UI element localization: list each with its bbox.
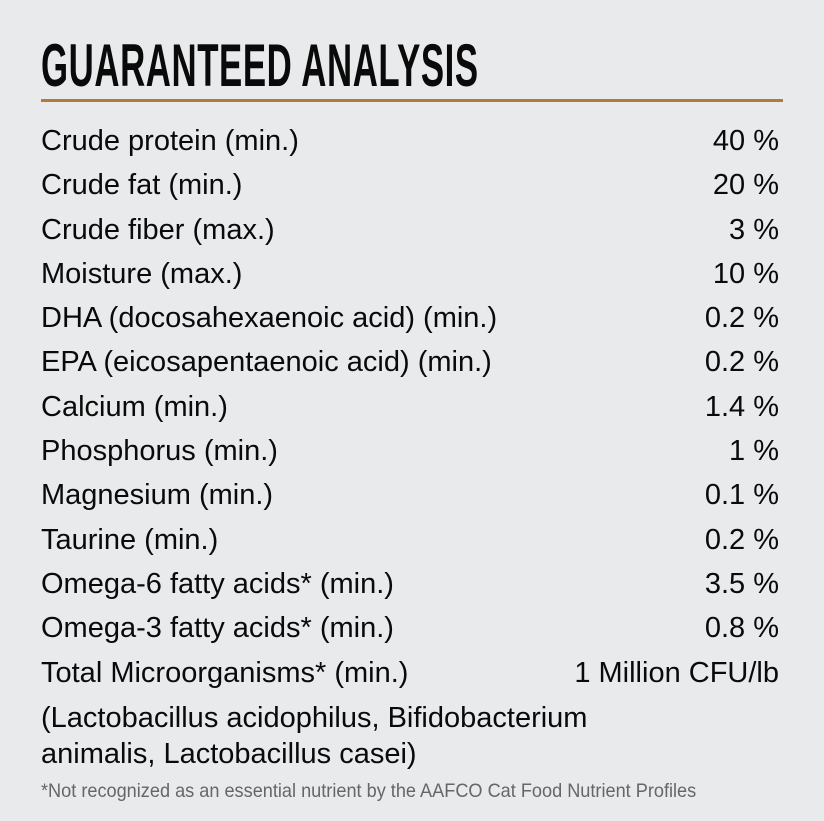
nutrient-label: Phosphorus (min.) <box>41 435 278 468</box>
nutrient-value: 3 % <box>729 213 779 246</box>
table-row: Taurine (min.) 0.2 % <box>41 518 779 562</box>
table-row: Moisture (max.) 10 % <box>41 252 779 296</box>
strains-line: animalis, Lactobacillus casei) <box>41 738 417 770</box>
nutrient-value: 1.4 % <box>704 390 779 423</box>
nutrient-value: 40 % <box>712 125 779 157</box>
nutrient-value: 20 % <box>712 169 779 202</box>
nutrient-label: Calcium (min.) <box>41 390 228 423</box>
nutrient-label: DHA (docosahexaenoic acid) (min.) <box>41 302 498 335</box>
analysis-table: Crude protein (min.) 40 % Crude fat (min.… <box>41 119 779 695</box>
nutrient-label: Omega-6 fatty acids* (min.) <box>41 567 394 600</box>
title-divider <box>41 99 783 102</box>
nutrient-label: Taurine (min.) <box>41 523 219 556</box>
nutrient-value: 0.2 % <box>704 346 779 379</box>
nutrient-value: 0.2 % <box>704 302 779 335</box>
page-title: GUARANTEED ANALYSIS <box>41 32 479 99</box>
nutrient-label: Magnesium (min.) <box>41 479 274 512</box>
nutrient-label: EPA (eicosapentaenoic acid) (min.) <box>41 346 492 379</box>
footnote: *Not recognized as an essential nutrient… <box>41 780 697 802</box>
nutrient-label: Crude fiber (max.) <box>41 213 275 246</box>
table-row: Omega-6 fatty acids* (min.) 3.5 % <box>41 562 779 606</box>
table-row: EPA (eicosapentaenoic acid) (min.) 0.2 % <box>41 340 779 384</box>
table-row: Crude fat (min.) 20 % <box>41 163 779 207</box>
nutrient-value: 0.2 % <box>704 523 779 556</box>
nutrient-label: Crude fat (min.) <box>41 169 243 202</box>
nutrient-label: Crude protein (min.) <box>41 125 299 157</box>
nutrient-value: 10 % <box>712 257 779 290</box>
nutrient-label: Total Microorganisms* (min.) <box>41 656 409 689</box>
table-row: Crude fiber (max.) 3 % <box>41 208 779 252</box>
nutrient-value: 0.1 % <box>704 479 779 512</box>
table-row: DHA (docosahexaenoic acid) (min.) 0.2 % <box>41 296 779 340</box>
nutrient-value: 3.5 % <box>704 567 779 600</box>
table-row: Omega-3 fatty acids* (min.) 0.8 % <box>41 606 779 650</box>
nutrient-value: 0.8 % <box>704 612 779 645</box>
table-row: Total Microorganisms* (min.) 1 Million CF… <box>41 651 779 695</box>
strains-note: (Lactobacillus acidophilus, Bifidobacter… <box>41 700 587 772</box>
table-row: Crude protein (min.) 40 % <box>41 119 779 163</box>
nutrient-value: 1 Million CFU/lb <box>574 656 779 689</box>
nutrient-label: Moisture (max.) <box>41 257 243 290</box>
table-row: Phosphorus (min.) 1 % <box>41 429 779 473</box>
nutrient-value: 1 % <box>729 435 779 468</box>
table-row: Magnesium (min.) 0.1 % <box>41 473 779 517</box>
table-row: Calcium (min.) 1.4 % <box>41 385 779 429</box>
strains-line: (Lactobacillus acidophilus, Bifidobacter… <box>41 702 588 734</box>
nutrient-label: Omega-3 fatty acids* (min.) <box>41 612 394 645</box>
